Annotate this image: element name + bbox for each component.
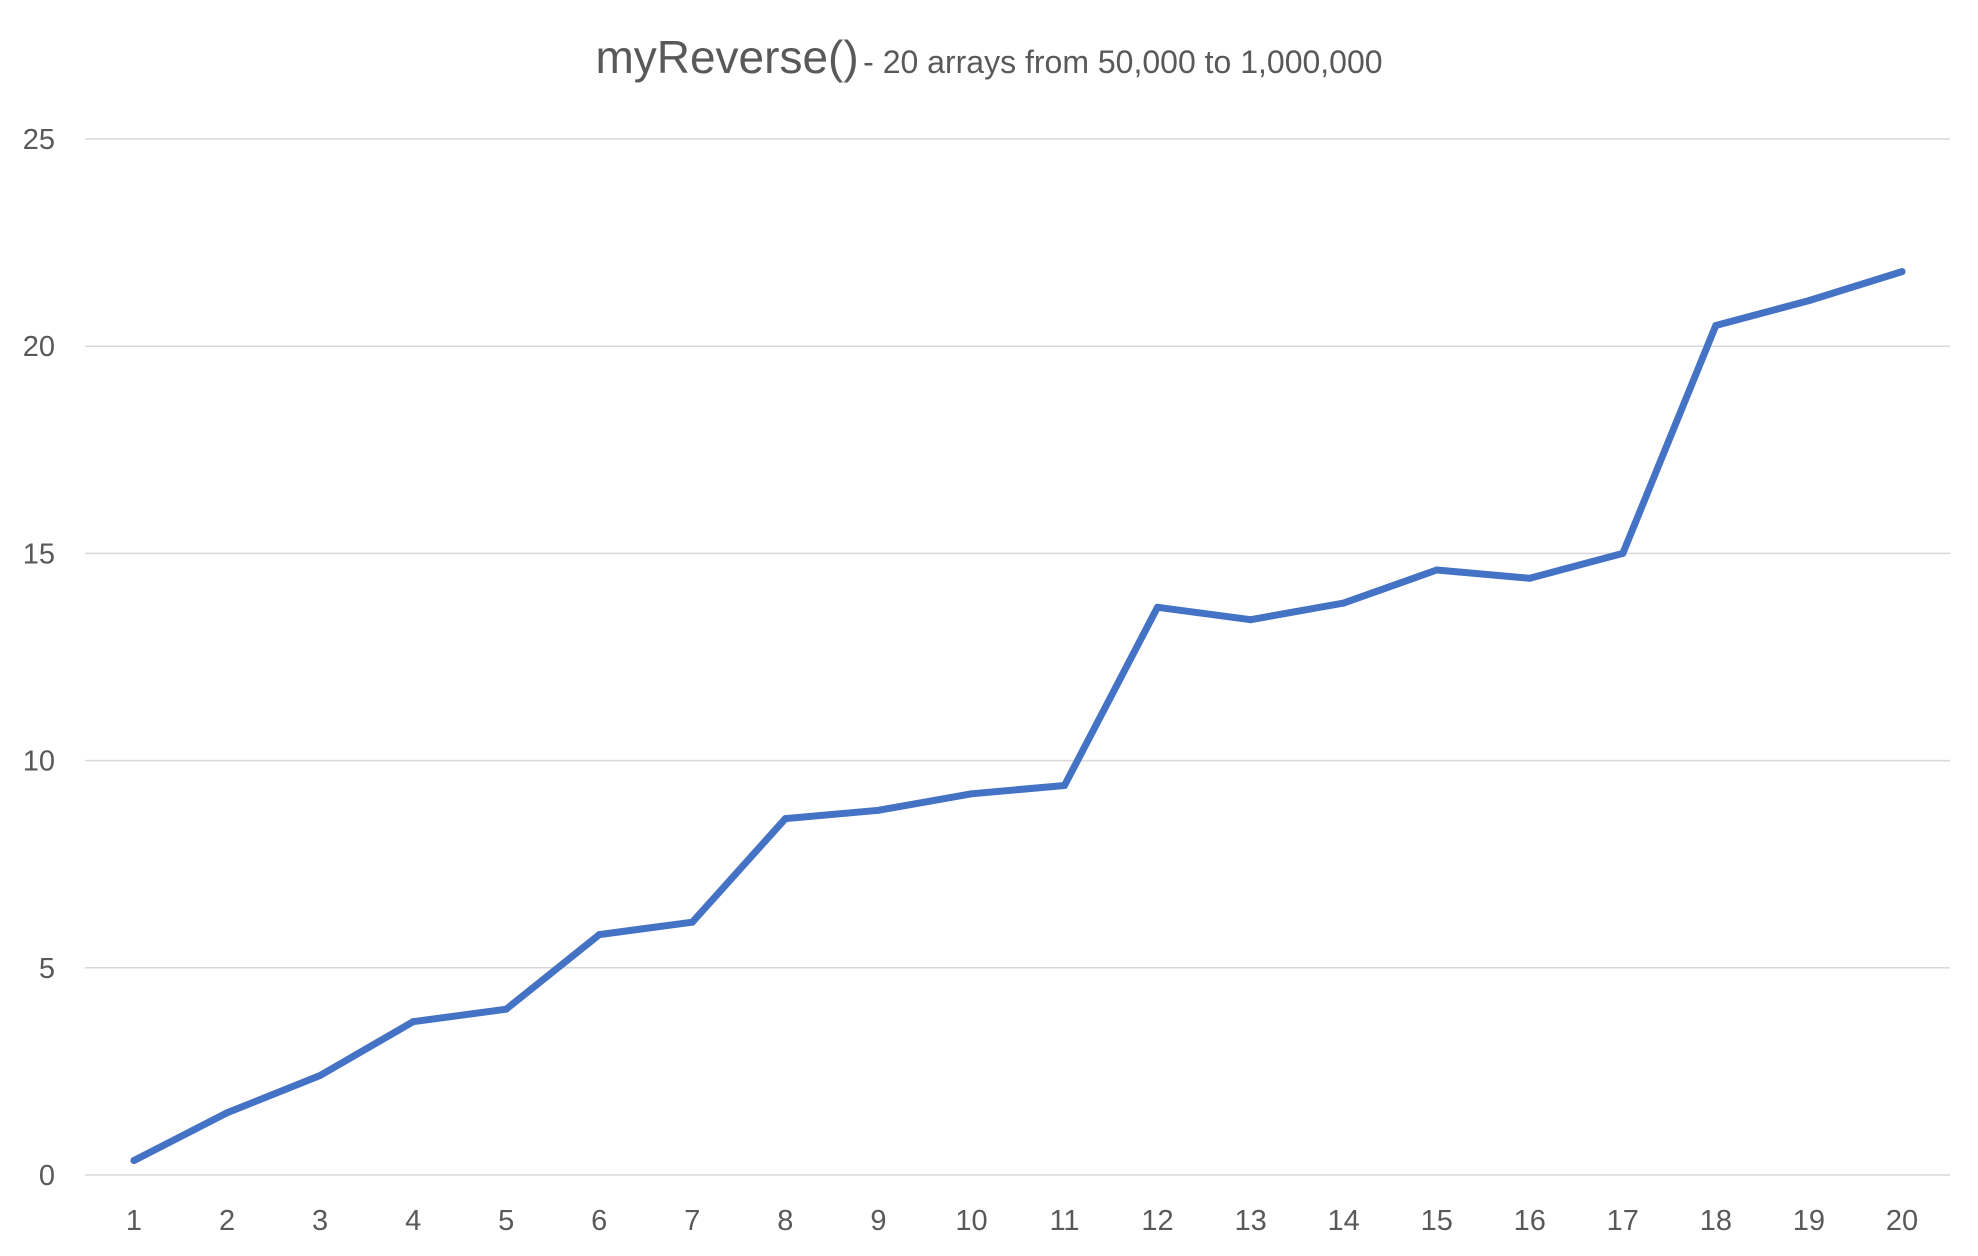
x-tick-label: 18 bbox=[1700, 1205, 1732, 1237]
data-point bbox=[781, 815, 789, 823]
data-point bbox=[1340, 599, 1348, 607]
gridlines bbox=[85, 138, 1950, 1176]
x-tick-label: 14 bbox=[1328, 1205, 1360, 1237]
x-tick-label: 20 bbox=[1886, 1205, 1918, 1237]
data-point bbox=[595, 931, 603, 939]
data-point bbox=[874, 806, 882, 814]
chart-title-main: myReverse() bbox=[595, 31, 859, 83]
data-point bbox=[316, 1072, 324, 1080]
y-tick-label: 20 bbox=[23, 331, 55, 363]
y-tick-label: 10 bbox=[23, 746, 55, 778]
chart-subtitle: - 20 arrays from 50,000 to 1,000,000 bbox=[863, 44, 1383, 80]
data-point bbox=[1619, 549, 1627, 557]
x-tick-label: 13 bbox=[1234, 1205, 1266, 1237]
x-tick-label: 5 bbox=[498, 1205, 514, 1237]
data-point bbox=[1061, 781, 1068, 789]
data-point bbox=[1247, 616, 1255, 624]
x-tick-label: 12 bbox=[1141, 1205, 1173, 1237]
data-point bbox=[409, 1018, 417, 1026]
x-tick-label: 16 bbox=[1514, 1205, 1546, 1237]
data-point bbox=[1154, 603, 1162, 611]
data-point bbox=[1898, 268, 1906, 276]
data-point bbox=[130, 1156, 138, 1164]
data-point bbox=[967, 790, 975, 798]
y-tick-label: 0 bbox=[39, 1160, 55, 1192]
data-point bbox=[1526, 574, 1534, 582]
x-tick-label: 11 bbox=[1049, 1205, 1079, 1237]
series-layer bbox=[130, 268, 1906, 1164]
x-tick-label: 4 bbox=[405, 1205, 421, 1237]
x-tick-label: 8 bbox=[777, 1205, 793, 1237]
data-point bbox=[1805, 297, 1813, 305]
x-tick-label: 15 bbox=[1421, 1205, 1453, 1237]
x-tick-label: 10 bbox=[955, 1205, 987, 1237]
x-tick-label: 6 bbox=[591, 1205, 607, 1237]
y-tick-label: 25 bbox=[23, 124, 55, 156]
data-point bbox=[502, 1005, 510, 1013]
chart-title: myReverse() - 20 arrays from 50,000 to 1… bbox=[0, 30, 1978, 84]
data-point bbox=[688, 918, 696, 926]
y-tick-label: 15 bbox=[23, 538, 55, 570]
x-tick-label: 1 bbox=[126, 1205, 142, 1237]
data-point bbox=[1433, 566, 1441, 574]
x-tick-label: 3 bbox=[312, 1205, 328, 1237]
y-tick-label: 5 bbox=[39, 953, 55, 985]
x-tick-label: 17 bbox=[1607, 1205, 1639, 1237]
y-axis-tick-labels: 0 5 10 15 20 25 bbox=[23, 124, 55, 1192]
x-tick-label: 9 bbox=[870, 1205, 886, 1237]
series-line-0 bbox=[130, 268, 1906, 1164]
x-axis-tick-labels: 1 2 3 4 5 6 7 8 9 10 11 12 13 14 15 16 17 18 19 20 bbox=[126, 1205, 1918, 1237]
data-point bbox=[223, 1109, 231, 1117]
x-tick-label: 19 bbox=[1793, 1205, 1825, 1237]
x-tick-label: 7 bbox=[684, 1205, 700, 1237]
data-point bbox=[1712, 321, 1720, 329]
x-tick-label: 2 bbox=[219, 1205, 235, 1237]
